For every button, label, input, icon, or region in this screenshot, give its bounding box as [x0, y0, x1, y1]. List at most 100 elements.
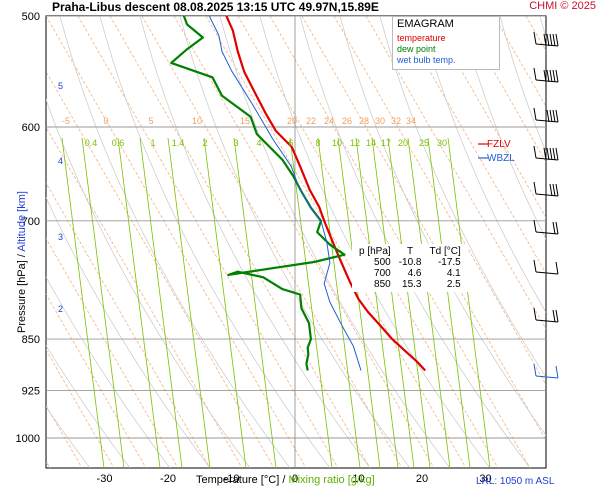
legend: EMAGRAM temperature dew point wet bulb t… [392, 16, 500, 70]
dew-point-line [170, 15, 346, 371]
wind-barb-shaft [535, 157, 559, 161]
x-tick-label: 20 [416, 473, 428, 485]
wind-barb-flag [543, 33, 547, 47]
moist-adiabat [0, 16, 10, 468]
y-tick-label: 925 [22, 386, 40, 398]
dry-adiabat [77, 16, 339, 468]
dry-adiabat [141, 16, 403, 468]
mixing-ratio-label: 0.6 [112, 138, 125, 148]
dry-adiabat [397, 16, 546, 275]
temperature-line [225, 15, 427, 372]
wind-barb-flag [555, 109, 559, 123]
wind-barb-flag [543, 69, 547, 83]
altitude-tick-label: 5 [58, 81, 63, 91]
wind-barb-flag [555, 183, 559, 197]
mixing-ratio-label: 1 [150, 138, 155, 148]
wind-barb-flag [546, 33, 550, 47]
moist-adiabat [139, 16, 371, 468]
mixing-ratio-line [355, 137, 399, 468]
wind-barb [533, 145, 559, 161]
wind-barb-flag [543, 147, 547, 161]
dry-adiabat-label: 24 [324, 116, 334, 126]
lrl-label: LRL: 1050 m ASL [476, 476, 555, 487]
moist-adiabat [339, 16, 546, 436]
dry-adiabat [46, 404, 83, 468]
wind-barb [533, 31, 559, 47]
wind-barb-flag [555, 309, 559, 323]
wind-barb-staff [533, 181, 537, 195]
y-axis-title: Pressure [hPa] / Altitude [km] [16, 182, 28, 342]
table-cell: 4.1 [446, 268, 461, 279]
dry-adiabat [109, 16, 371, 468]
wind-barb-flag [549, 183, 553, 197]
wind-barb-flag [546, 109, 550, 123]
mixing-ratio-label: 12 [350, 138, 360, 148]
wind-barb-flag [555, 69, 559, 83]
y-tick-label: 500 [22, 11, 40, 23]
table-cell: 700 [374, 268, 391, 279]
mixing-ratio-line [233, 137, 277, 468]
table-cell: 850 [374, 279, 391, 290]
mixing-ratio-label: 1.4 [172, 138, 185, 148]
table-row: 500 -10.8 -17.5 [355, 257, 465, 268]
dry-adiabat [46, 126, 243, 468]
wind-barb-flag [552, 147, 556, 161]
mixing-ratio-label: 30 [437, 138, 447, 148]
wind-barb-shaft [535, 43, 559, 47]
table-row: 850 15.3 2.5 [355, 279, 465, 290]
wind-barb-shaft [535, 193, 559, 197]
dry-adiabat-label: -5 [62, 116, 70, 126]
table-cell: -10.8 [398, 257, 422, 268]
wind-barb-flag [549, 33, 553, 47]
dry-adiabat [333, 16, 546, 386]
moist-adiabat [99, 16, 331, 468]
wind-barb-flag [552, 33, 556, 47]
table-cell: 15.3 [402, 279, 422, 290]
x-tick-label: 10 [352, 473, 364, 485]
wind-barb-staff [533, 259, 537, 273]
mixing-ratio-line [427, 137, 471, 468]
wind-barb-shaft [535, 375, 559, 379]
mixing-ratio-line [447, 137, 491, 468]
dry-adiabat [301, 16, 546, 441]
wind-barbs [533, 31, 559, 379]
moist-adiabat [419, 16, 546, 314]
wind-barb-staff [533, 363, 537, 377]
mixing-ratio-line [289, 137, 333, 468]
mixing-ratio-line [371, 137, 415, 468]
y-tick-label: 1000 [16, 433, 40, 445]
wind-barb-flag [552, 109, 556, 123]
dry-adiabat [46, 237, 179, 468]
wind-barb-flag [555, 365, 559, 379]
x-tick-label: -30 [97, 473, 113, 485]
altitude-tick-label: 3 [58, 232, 63, 242]
dry-adiabat [237, 16, 499, 468]
mixing-ratio-label: 3 [233, 138, 238, 148]
wind-barb [533, 181, 559, 197]
dry-adiabat [429, 16, 546, 219]
y-tick-label: 700 [22, 216, 40, 228]
plot-frame [45, 15, 547, 469]
wind-barb-flag [546, 69, 550, 83]
chart-title: Praha-Libus descent 08.08.2025 13:15 UTC… [52, 0, 379, 14]
moist-adiabat [299, 16, 531, 468]
table-header: T [407, 246, 414, 257]
dry-adiabat-label: 28 [359, 116, 369, 126]
mixing-ratio-line [167, 137, 211, 468]
moist-adiabat [46, 344, 131, 468]
dry-adiabat-label: 15 [240, 116, 250, 126]
dry-adiabat [558, 16, 600, 468]
mixing-ratio-line [203, 137, 247, 468]
wind-barb-shaft [535, 271, 559, 275]
dry-adiabat [525, 16, 546, 52]
mixing-ratio-line [407, 137, 451, 468]
table-header: Td [°C] [429, 246, 461, 257]
copyright: CHMI © 2025 [529, 0, 596, 12]
wind-barb-flag [555, 221, 559, 235]
x-axis-label-mixing-ratio: Mixing ratio [g/kg] [288, 474, 375, 486]
wind-barb-shaft [535, 79, 559, 83]
dry-adiabat [365, 16, 546, 330]
dry-adiabat [493, 16, 546, 108]
altitude-tick-label: 4 [58, 156, 63, 166]
